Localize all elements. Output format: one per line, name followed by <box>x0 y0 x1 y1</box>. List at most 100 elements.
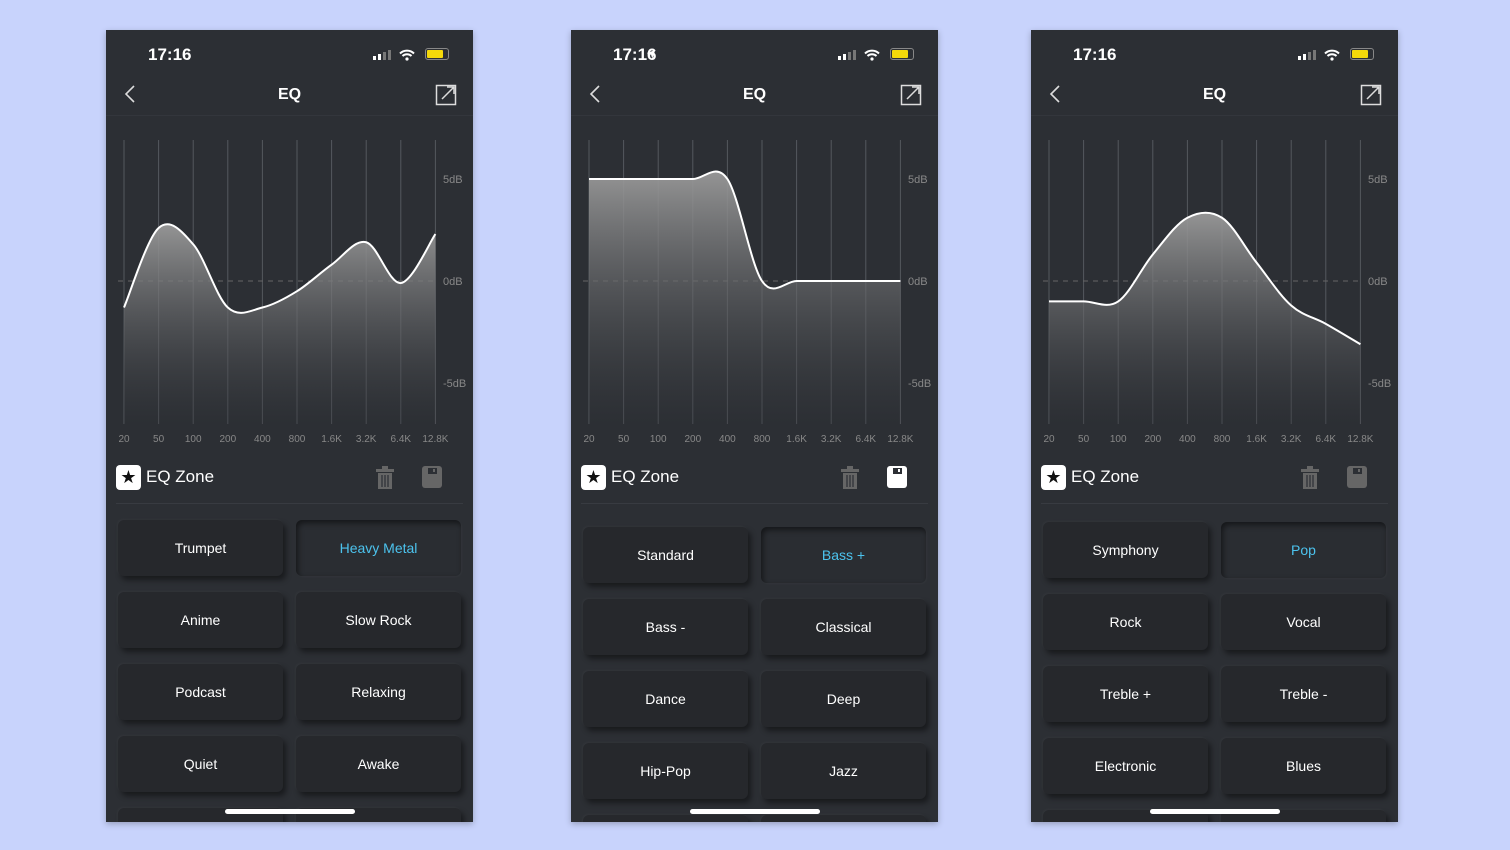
wifi-icon <box>1324 48 1340 66</box>
freq-label: 20 <box>1043 434 1055 445</box>
wifi-icon <box>864 48 880 66</box>
share-icon[interactable] <box>435 84 457 111</box>
eq-zone-header: ★ EQ Zone <box>1041 464 1388 504</box>
page-title: EQ <box>1202 86 1227 103</box>
preset-button-partial[interactable] <box>761 815 926 822</box>
save-icon[interactable] <box>1347 466 1367 493</box>
eq-zone-logo-icon: ★ <box>581 465 606 490</box>
preset-button[interactable]: Standard <box>583 527 748 583</box>
preset-button[interactable]: Treble + <box>1043 666 1208 722</box>
signal-icon <box>838 50 856 60</box>
freq-label: 12.8K <box>1347 434 1373 445</box>
status-time: 17:16 <box>148 45 192 64</box>
back-button[interactable] <box>589 84 601 110</box>
preset-button[interactable]: Blues <box>1221 738 1386 794</box>
freq-label: 12.8K <box>887 434 913 445</box>
freq-label: 400 <box>1179 434 1196 445</box>
trash-icon[interactable] <box>375 466 395 495</box>
status-bar: 17:16 <box>1031 30 1398 78</box>
preset-button[interactable]: Dance <box>583 671 748 727</box>
eq-zone-label: EQ Zone <box>146 467 215 486</box>
eq-curve-line[interactable] <box>1048 211 1361 346</box>
preset-button[interactable]: Heavy Metal <box>296 520 461 576</box>
eq-curve-chart[interactable]: 5dB 0dB -5dB 20 50 100 200 400 800 1.6K 3.2K 6.4K 12… <box>1031 130 1398 460</box>
signal-icon <box>373 50 391 60</box>
phone-screen: 17:16 EQ 5dB 0dB -5dB 20 50 100 200 400 800 1.6K 3.2… <box>1031 30 1398 822</box>
freq-label: 1.6K <box>321 434 342 445</box>
preset-button[interactable]: Pop <box>1221 522 1386 578</box>
preset-button[interactable]: Vocal <box>1221 594 1386 650</box>
freq-label: 800 <box>289 434 306 445</box>
home-indicator[interactable] <box>690 809 820 814</box>
freq-label: 3.2K <box>821 434 842 445</box>
home-indicator[interactable] <box>225 809 355 814</box>
preset-button[interactable]: Classical <box>761 599 926 655</box>
preset-button[interactable]: Deep <box>761 671 926 727</box>
freq-label: 12.8K <box>422 434 448 445</box>
preset-button[interactable]: Jazz <box>761 743 926 799</box>
freq-label: 1.6K <box>786 434 807 445</box>
eq-curve-chart[interactable]: 5dB 0dB -5dB 20 50 100 200 400 800 1.6K 3.2K 6.4K 12… <box>571 130 938 460</box>
status-bar: 17:16 ➤ <box>571 30 938 78</box>
db-label: 5dB <box>443 174 463 186</box>
preset-button[interactable]: Podcast <box>118 664 283 720</box>
db-label: -5dB <box>1368 378 1391 390</box>
eq-curve-line[interactable] <box>123 223 437 314</box>
preset-button[interactable]: Trumpet <box>118 520 283 576</box>
freq-label: 6.4K <box>391 434 412 445</box>
freq-label: 6.4K <box>1316 434 1337 445</box>
trash-icon[interactable] <box>1300 466 1320 495</box>
eq-zone-logo-icon: ★ <box>116 465 141 490</box>
eq-zone-label: EQ Zone <box>611 467 680 486</box>
preset-button[interactable]: Bass - <box>583 599 748 655</box>
freq-label: 200 <box>219 434 236 445</box>
preset-button[interactable]: Anime <box>118 592 283 648</box>
preset-button[interactable]: Awake <box>296 736 461 792</box>
share-icon[interactable] <box>1360 84 1382 111</box>
eq-curve-line[interactable] <box>589 170 901 290</box>
preset-button[interactable]: Relaxing <box>296 664 461 720</box>
wifi-icon <box>399 48 415 66</box>
signal-icon <box>1298 50 1316 60</box>
phone-screen: 17:16 EQ 5dB 0dB -5dB 20 50 100 200 400 800 1.6K 3.2… <box>106 30 473 822</box>
status-time: 17:16 <box>1073 45 1117 64</box>
freq-label: 50 <box>153 434 165 445</box>
preset-button[interactable]: Electronic <box>1043 738 1208 794</box>
preset-button[interactable]: Quiet <box>118 736 283 792</box>
freq-label: 6.4K <box>856 434 877 445</box>
status-time: 17:16 <box>613 45 657 64</box>
preset-button-partial[interactable] <box>583 815 748 822</box>
preset-button[interactable]: Treble - <box>1221 666 1386 722</box>
freq-label: 800 <box>1214 434 1231 445</box>
save-icon[interactable] <box>422 466 442 493</box>
back-button[interactable] <box>124 84 136 110</box>
freq-label: 100 <box>650 434 667 445</box>
freq-label: 1.6K <box>1246 434 1267 445</box>
db-label: 5dB <box>1368 174 1388 186</box>
nav-bar: EQ <box>1031 78 1398 116</box>
freq-label: 400 <box>719 434 736 445</box>
eq-curve-fill <box>1049 212 1361 424</box>
freq-label: 100 <box>185 434 202 445</box>
save-icon[interactable] <box>887 466 907 493</box>
db-label: 0dB <box>1368 276 1388 288</box>
preset-button[interactable]: Slow Rock <box>296 592 461 648</box>
eq-curve-fill <box>589 171 901 424</box>
trash-icon[interactable] <box>840 466 860 495</box>
back-button[interactable] <box>1049 84 1061 110</box>
preset-button[interactable]: Bass + <box>761 527 926 583</box>
battery-icon <box>890 48 914 60</box>
freq-label: 3.2K <box>1281 434 1302 445</box>
eq-curve-fill <box>124 224 436 424</box>
phone-screen: 17:16 ➤ EQ 5dB 0dB -5dB 20 50 100 200 400 800 1.6K 3.… <box>571 30 938 822</box>
eq-zone-header: ★ EQ Zone <box>116 464 463 504</box>
db-label: 0dB <box>443 276 463 288</box>
freq-label: 200 <box>684 434 701 445</box>
preset-button[interactable]: Rock <box>1043 594 1208 650</box>
eq-curve-chart[interactable]: 5dB 0dB -5dB 20 50 100 200 400 800 1.6K 3.2K 6.4K 12… <box>106 130 473 460</box>
freq-label: 200 <box>1144 434 1161 445</box>
share-icon[interactable] <box>900 84 922 111</box>
preset-button[interactable]: Hip-Pop <box>583 743 748 799</box>
preset-button[interactable]: Symphony <box>1043 522 1208 578</box>
home-indicator[interactable] <box>1150 809 1280 814</box>
